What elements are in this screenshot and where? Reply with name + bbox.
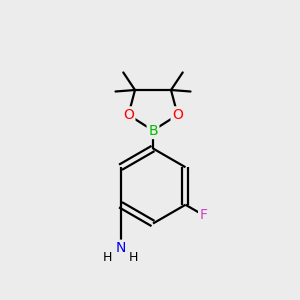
Text: F: F: [200, 208, 208, 222]
Text: O: O: [123, 108, 134, 122]
Text: N: N: [115, 241, 126, 255]
Text: B: B: [148, 124, 158, 137]
Text: H: H: [128, 251, 138, 264]
Text: H: H: [103, 251, 112, 264]
Text: O: O: [172, 108, 183, 122]
